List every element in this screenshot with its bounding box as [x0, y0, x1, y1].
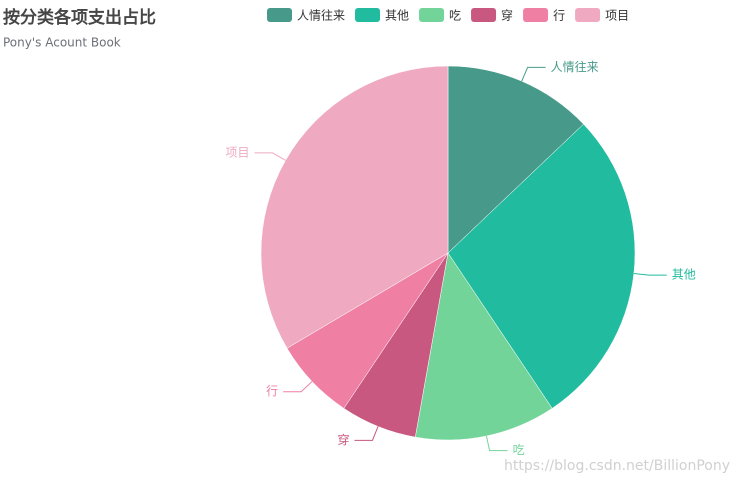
- label-line: [254, 152, 286, 161]
- label-line: [283, 381, 313, 393]
- legend-swatch[interactable]: [471, 8, 497, 22]
- legend-swatch[interactable]: [575, 8, 601, 22]
- legend-label[interactable]: 穿: [501, 8, 513, 23]
- chart-subtitle: Pony's Acount Book: [3, 36, 121, 50]
- chart-title: 按分类各项支出占比: [3, 7, 156, 28]
- slice-label: 吃: [513, 443, 525, 457]
- slice-label: 其他: [672, 268, 696, 282]
- watermark: https://blog.csdn.net/BillionPony: [504, 458, 730, 474]
- legend-swatch[interactable]: [355, 8, 381, 22]
- legend-label[interactable]: 吃: [449, 9, 461, 23]
- slice-label: 行: [266, 384, 278, 398]
- pie-slice: [414, 252, 553, 441]
- pie-slice: [260, 65, 449, 349]
- slice-label: 人情往来: [551, 59, 599, 74]
- label-line: [521, 66, 546, 82]
- label-line: [354, 426, 379, 441]
- legend-label[interactable]: 人情往来: [297, 8, 345, 23]
- pie-slice: [447, 123, 636, 409]
- slice-label: 穿: [337, 432, 349, 447]
- legend-swatch[interactable]: [267, 8, 292, 22]
- legend-swatch[interactable]: [419, 8, 445, 22]
- label-line: [633, 273, 667, 276]
- legend-swatch[interactable]: [523, 8, 549, 22]
- legend-label[interactable]: 其他: [385, 9, 409, 23]
- legend-label[interactable]: 项目: [605, 9, 629, 23]
- label-line: [486, 435, 508, 452]
- pie-slice: [447, 65, 584, 254]
- slice-label: 项目: [226, 145, 250, 159]
- legend-label[interactable]: 行: [553, 9, 565, 23]
